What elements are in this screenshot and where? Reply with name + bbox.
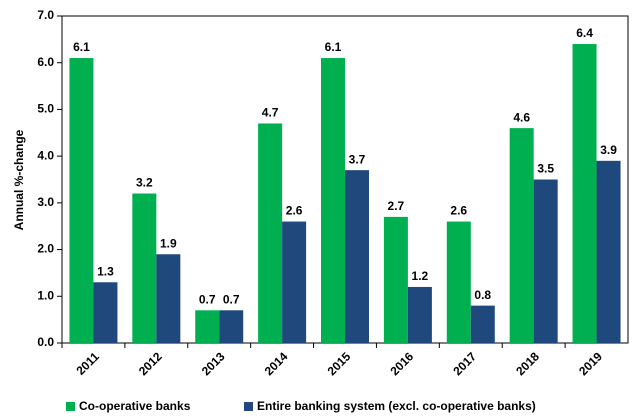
bar [132, 193, 157, 343]
data-label: 0.7 [199, 292, 216, 306]
data-label: 3.7 [349, 152, 366, 166]
y-tick-label: 1.0 [37, 288, 54, 302]
data-label: 0.8 [474, 288, 491, 302]
y-tick-label: 5.0 [37, 102, 54, 116]
bar [258, 123, 283, 343]
x-tick-label: 2015 [325, 349, 354, 378]
x-tick-label: 2016 [387, 349, 416, 378]
bar [533, 179, 558, 343]
x-tick-label: 2013 [199, 349, 228, 378]
bar [383, 216, 408, 343]
data-label: 6.4 [576, 26, 593, 40]
data-label: 1.2 [412, 269, 429, 283]
legend-label: Co-operative banks [79, 399, 191, 413]
bar [572, 44, 597, 344]
y-tick-label: 4.0 [37, 148, 54, 162]
data-label: 1.3 [97, 264, 114, 278]
x-tick-label: 2014 [262, 349, 291, 378]
x-tick-label: 2019 [576, 349, 605, 378]
bar [345, 170, 369, 343]
y-tick-label: 6.0 [37, 55, 54, 69]
y-tick-label: 3.0 [37, 195, 54, 209]
bar [509, 128, 534, 343]
data-label: 6.1 [73, 40, 90, 54]
data-label: 0.7 [223, 292, 240, 306]
bar [321, 58, 345, 344]
data-label: 2.6 [286, 204, 303, 218]
bar [219, 310, 244, 343]
legend-swatch [66, 402, 75, 411]
bar [282, 221, 307, 343]
data-label: 3.5 [537, 162, 554, 176]
legend-label: Entire banking system (excl. co-operativ… [257, 399, 536, 413]
bar [156, 254, 181, 343]
data-label: 4.6 [513, 110, 530, 124]
bar [69, 58, 94, 344]
bar [470, 305, 495, 343]
y-tick-label: 2.0 [37, 242, 54, 256]
data-label: 6.1 [325, 40, 342, 54]
legend-swatch [244, 402, 253, 411]
y-tick-label: 7.0 [37, 8, 54, 22]
bar [596, 160, 621, 343]
data-label: 3.9 [600, 143, 617, 157]
data-label: 4.7 [262, 106, 279, 120]
x-tick-label: 2011 [73, 349, 102, 378]
bar [93, 282, 118, 343]
bar [407, 286, 432, 343]
data-label: 3.2 [136, 176, 153, 190]
bar [446, 221, 471, 343]
x-tick-label: 2012 [136, 349, 165, 378]
y-axis-label: Annual %-change [12, 129, 26, 230]
y-tick-label: 0.0 [37, 335, 54, 349]
x-tick-label: 2017 [450, 349, 479, 378]
x-tick-label: 2018 [513, 349, 542, 378]
bar [195, 310, 220, 343]
data-label: 1.9 [160, 236, 177, 250]
data-label: 2.6 [450, 204, 467, 218]
data-label: 2.7 [388, 199, 405, 213]
